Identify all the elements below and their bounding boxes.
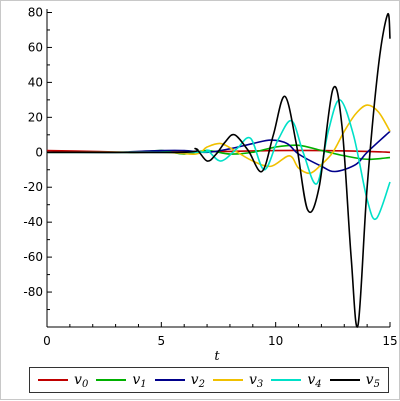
legend-label: v3 bbox=[249, 372, 264, 390]
legend: v0 v1 v2 v3 v4 v5 bbox=[29, 367, 389, 393]
y-tick-label: 80 bbox=[28, 5, 43, 19]
legend-item-v2: v2 bbox=[154, 372, 205, 390]
legend-item-v4: v4 bbox=[271, 372, 322, 390]
x-axis-label: t bbox=[214, 349, 220, 364]
legend-swatch bbox=[38, 379, 69, 381]
legend-label: v2 bbox=[190, 372, 205, 390]
tick-labels: 0 5 10 15 80 60 40 20 0 -20 -40 -60 -80 bbox=[23, 5, 397, 348]
axes bbox=[46, 9, 391, 328]
legend-label: v5 bbox=[365, 372, 380, 390]
x-tick-label: 5 bbox=[158, 334, 166, 348]
y-tick-label: 60 bbox=[28, 40, 43, 54]
legend-item-v5: v5 bbox=[329, 372, 380, 390]
series-line-v4 bbox=[46, 99, 391, 221]
y-tick-label: -80 bbox=[23, 285, 43, 299]
y-tick-label: -20 bbox=[23, 180, 43, 194]
x-tick-label: 10 bbox=[268, 334, 283, 348]
x-tick-label: 0 bbox=[43, 334, 51, 348]
legend-item-v1: v1 bbox=[96, 372, 147, 390]
x-tick-label: 15 bbox=[382, 334, 397, 348]
legend-swatch bbox=[271, 379, 302, 381]
y-tick-label: 20 bbox=[28, 110, 43, 124]
series-line-v3 bbox=[46, 104, 391, 175]
y-tick-label: 40 bbox=[28, 75, 43, 89]
legend-item-v3: v3 bbox=[213, 372, 264, 390]
y-tick-label: -60 bbox=[23, 250, 43, 264]
series-layer bbox=[46, 13, 391, 328]
y-tick-label: -40 bbox=[23, 215, 43, 229]
y-tick-label: 0 bbox=[35, 145, 43, 159]
legend-label: v0 bbox=[74, 372, 89, 390]
legend-label: v4 bbox=[307, 372, 322, 390]
legend-label: v1 bbox=[132, 372, 147, 390]
legend-swatch bbox=[329, 379, 360, 381]
legend-item-v0: v0 bbox=[38, 372, 89, 390]
legend-swatch bbox=[96, 379, 127, 381]
legend-swatch bbox=[213, 379, 243, 381]
legend-swatch bbox=[154, 379, 185, 381]
series-line-v5 bbox=[46, 13, 391, 328]
